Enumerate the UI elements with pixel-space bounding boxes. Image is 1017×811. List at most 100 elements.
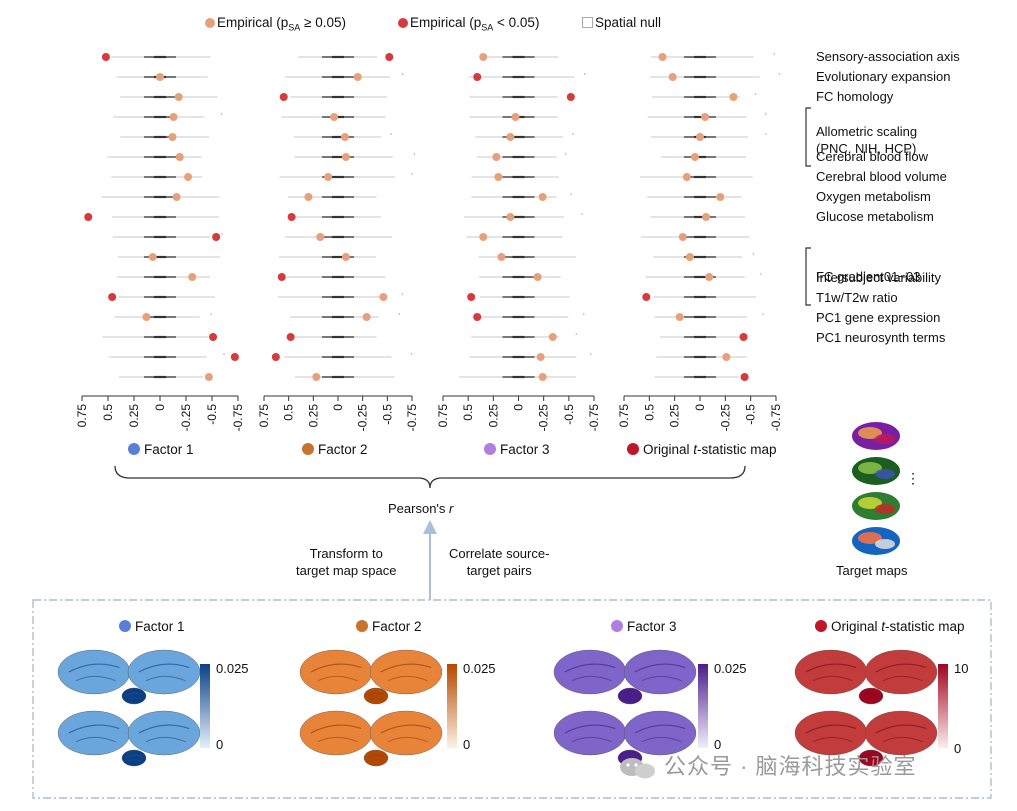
brain-p0-med-left-sulcus1 [68, 724, 120, 734]
brain-p0-lat-right-sulcus2 [145, 675, 186, 682]
legend-sig-tail: < 0.05) [493, 15, 540, 30]
tick-label-p3-3: 0 [693, 404, 707, 411]
empirical-point-p1-r13 [362, 313, 371, 321]
legend-sig-text: Empirical (p [410, 15, 482, 30]
brain-title-orig-pre: Original [831, 619, 882, 634]
tick-label-p1-5: -0.5 [380, 404, 394, 425]
brain-p1-med-right-sulcus2 [387, 736, 428, 743]
empirical-point-p3-r8 [702, 213, 711, 221]
null-outlier-p1-r1 [401, 73, 404, 75]
brain-p2-sub-top-sulcus2 [623, 697, 638, 700]
brain-p1-sub-top-sulcus2 [369, 697, 384, 700]
target-ellipsis: ⋮ [906, 470, 920, 486]
tick-label-p0-2: 0.25 [127, 404, 141, 428]
bracket-fc-gradient [805, 247, 811, 306]
brain-p1-med-left-sulcus1 [310, 724, 362, 734]
null-outlier-p1-r15 [410, 353, 413, 355]
empirical-point-p3-r0 [658, 53, 667, 61]
brain-f1-dot-icon [119, 620, 131, 632]
brain-p1-sub-bottom [363, 749, 389, 767]
map-label-3: Allometric scaling [816, 124, 918, 139]
tick-label-p3-1: 0.5 [642, 404, 656, 421]
map-label-0: Sensory-association axis [816, 49, 960, 64]
legend-empirical-sig: Empirical (pSA < 0.05) [398, 14, 539, 37]
empirical-point-p3-r9 [678, 233, 687, 241]
null-outlier-p3-r3 [764, 113, 767, 115]
pearson-text: Pearson's [388, 501, 450, 516]
brain-p1-med-right-sulcus1 [380, 724, 432, 734]
tick-label-p1-0: 0.75 [257, 404, 271, 428]
legend-sig-sub: SA [481, 22, 494, 33]
tick-label-p2-1: 0.5 [461, 404, 475, 421]
empirical-point-p1-r10 [341, 253, 350, 261]
brain-p1-lat-right [369, 649, 443, 695]
tick-label-p0-6: -0.75 [231, 404, 245, 432]
brain-p3-sub-top [858, 687, 884, 705]
brain-p2-med-right-sulcus1 [634, 724, 686, 734]
original-label-tail: -statistic map [697, 442, 777, 457]
brain-p0-lat-left-sulcus1 [68, 663, 120, 673]
legend-ns-tail: ≥ 0.05) [300, 15, 346, 30]
null-outlier-p3-r1 [778, 73, 781, 75]
brain-p3-med-right-sulcus2 [882, 736, 923, 743]
brain-p0-lat-right-sulcus1 [138, 663, 190, 673]
empirical-point-p0-r5 [175, 153, 184, 161]
null-outlier-p0-r3 [220, 113, 223, 115]
pearson-r: r [449, 501, 454, 516]
empirical-point-p1-r5 [341, 153, 350, 161]
brain-p2-lat-right-sulcus1 [634, 663, 686, 673]
empirical-point-p0-r14 [209, 333, 218, 341]
pearson-bracket [114, 465, 746, 489]
empirical-point-p0-r10 [148, 253, 157, 261]
empirical-point-p1-r7 [304, 193, 313, 201]
target-map-3-patch1 [858, 532, 882, 544]
cbar-orig-min: 0 [954, 741, 962, 756]
null-outlier-p3-r13 [762, 313, 764, 315]
empirical-point-p0-r0 [101, 53, 110, 61]
empirical-point-p2-r6 [494, 173, 503, 181]
legend-ns-text: Empirical (p [217, 15, 289, 30]
empirical-point-p3-r1 [668, 73, 677, 81]
brain-orig-dot-icon [815, 620, 827, 632]
brain-p3-med-right-sulcus1 [875, 724, 927, 734]
tick-label-p1-4: -0.25 [356, 404, 370, 432]
correlate-label: Correlate source- target pairs [449, 546, 550, 578]
null-outlier-p0-r9 [221, 233, 223, 235]
brain-p3-lat-right-sulcus2 [882, 675, 923, 682]
empirical-point-p0-r3 [169, 113, 178, 121]
factor3-label: Factor 3 [484, 441, 550, 459]
brain-p1-sub-top [363, 687, 389, 705]
brain-p2-sub-bottom-sulcus1 [621, 754, 639, 759]
null-outlier-p1-r4 [390, 133, 392, 135]
empirical-point-p0-r6 [184, 173, 193, 181]
brain-p3-lat-left-sulcus2 [812, 675, 853, 682]
tick-label-p0-0: 0.75 [75, 404, 89, 428]
empirical-point-p1-r3 [330, 113, 339, 121]
null-outlier-p0-r13 [210, 313, 212, 315]
legend-null-text: Spatial null [595, 15, 662, 30]
brain-p2-med-right [623, 710, 697, 756]
map-label-10: FC gradient01~03 [816, 269, 921, 284]
empirical-point-p0-r11 [188, 273, 197, 281]
allometric-sub-label: (PNC, NIH, HCP) [816, 141, 917, 156]
brain-p3-sub-bottom-sulcus1 [862, 754, 880, 759]
empirical-point-p0-r2 [174, 93, 183, 101]
brain-title-orig: Original t-statistic map [815, 618, 965, 636]
brain-p1-med-right [369, 710, 443, 756]
map-label-6: Cerebral blood volume [816, 169, 947, 185]
map-label-2: FC homology [816, 89, 894, 105]
brain-p3-sub-top-sulcus1 [862, 692, 880, 697]
empirical-point-p2-r13 [473, 313, 482, 321]
tick-label-p2-5: -0.5 [562, 404, 576, 425]
empirical-point-p2-r15 [536, 353, 545, 361]
brain-p1-lat-left-sulcus1 [310, 663, 362, 673]
empirical-point-p2-r14 [548, 333, 557, 341]
empirical-point-p3-r10 [685, 253, 694, 261]
null-outlier-p2-r15 [590, 353, 592, 355]
brain-title-orig-tail: -statistic map [885, 619, 965, 634]
empirical-point-p3-r11 [705, 273, 714, 281]
tick-label-p1-3: 0 [331, 404, 345, 411]
empirical-point-p3-r6 [682, 173, 691, 181]
null-outlier-p1-r5 [413, 153, 416, 155]
brain-p2-lat-right-sulcus2 [641, 675, 682, 682]
